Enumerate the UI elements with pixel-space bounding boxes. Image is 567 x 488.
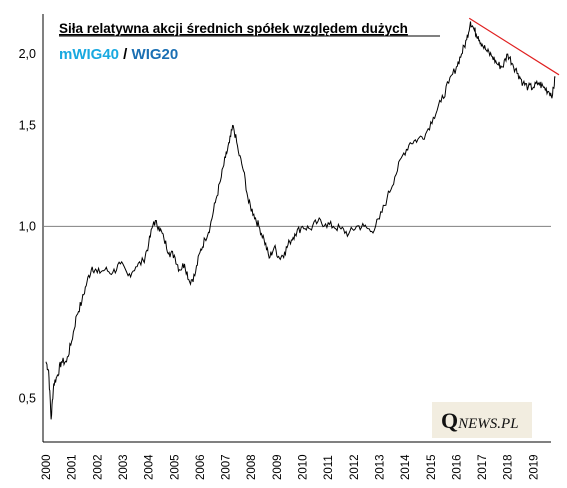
series-line-mwig40-wig20 — [45, 21, 556, 420]
x-tick-label: 2014 — [400, 454, 412, 480]
logo-text: QNEWS.PL — [441, 408, 519, 433]
x-tick-label: 2019 — [528, 454, 540, 480]
x-tick-label: 2003 — [118, 454, 130, 480]
x-tick-label: 2004 — [144, 454, 156, 480]
x-tick-labels: 2000 2001 2002 2003 2004 2005 2006 2007 2008 2009… — [41, 454, 540, 480]
x-tick-label: 2015 — [426, 454, 438, 480]
x-tick-label: 2012 — [349, 454, 361, 480]
x-tick-label: 2009 — [272, 454, 284, 480]
logo-initial: Q — [441, 408, 458, 433]
x-tick-label: 2001 — [67, 454, 79, 480]
chart-title: Siła relatywna akcji średnich spółek wzg… — [59, 21, 408, 36]
qnews-logo: QNEWS.PL — [432, 402, 532, 438]
chart-subtitle: mWIG40 / WIG20 — [59, 46, 178, 63]
x-tick-label: 2010 — [298, 454, 310, 480]
x-tick-label: 2017 — [477, 454, 489, 480]
x-tick-label: 2018 — [503, 454, 515, 480]
subtitle-separator: / — [119, 46, 132, 63]
x-tick-label: 2002 — [92, 454, 104, 480]
logo-background — [432, 402, 532, 438]
x-tick-label: 2013 — [374, 454, 386, 480]
y-tick-label: 1,0 — [19, 219, 36, 233]
x-tick-label: 2011 — [323, 455, 335, 480]
x-tick-label: 2016 — [451, 454, 463, 480]
subtitle-numerator: mWIG40 — [59, 46, 119, 63]
y-tick-label: 0,5 — [19, 392, 36, 406]
x-tick-label: 2006 — [195, 454, 207, 480]
y-tick-label: 2,0 — [19, 47, 36, 61]
x-tick-label: 2007 — [221, 454, 233, 480]
x-tick-label: 2000 — [41, 454, 53, 480]
logo-rest: NEWS.PL — [457, 416, 518, 432]
y-tick-label: 1,5 — [19, 119, 36, 133]
subtitle-denominator: WIG20 — [132, 46, 179, 63]
trend-line — [468, 17, 560, 76]
x-tick-label: 2005 — [169, 454, 181, 480]
x-tick-label: 2008 — [246, 454, 258, 480]
y-tick-labels: 0,5 1,0 1,5 2,0 — [19, 47, 36, 406]
